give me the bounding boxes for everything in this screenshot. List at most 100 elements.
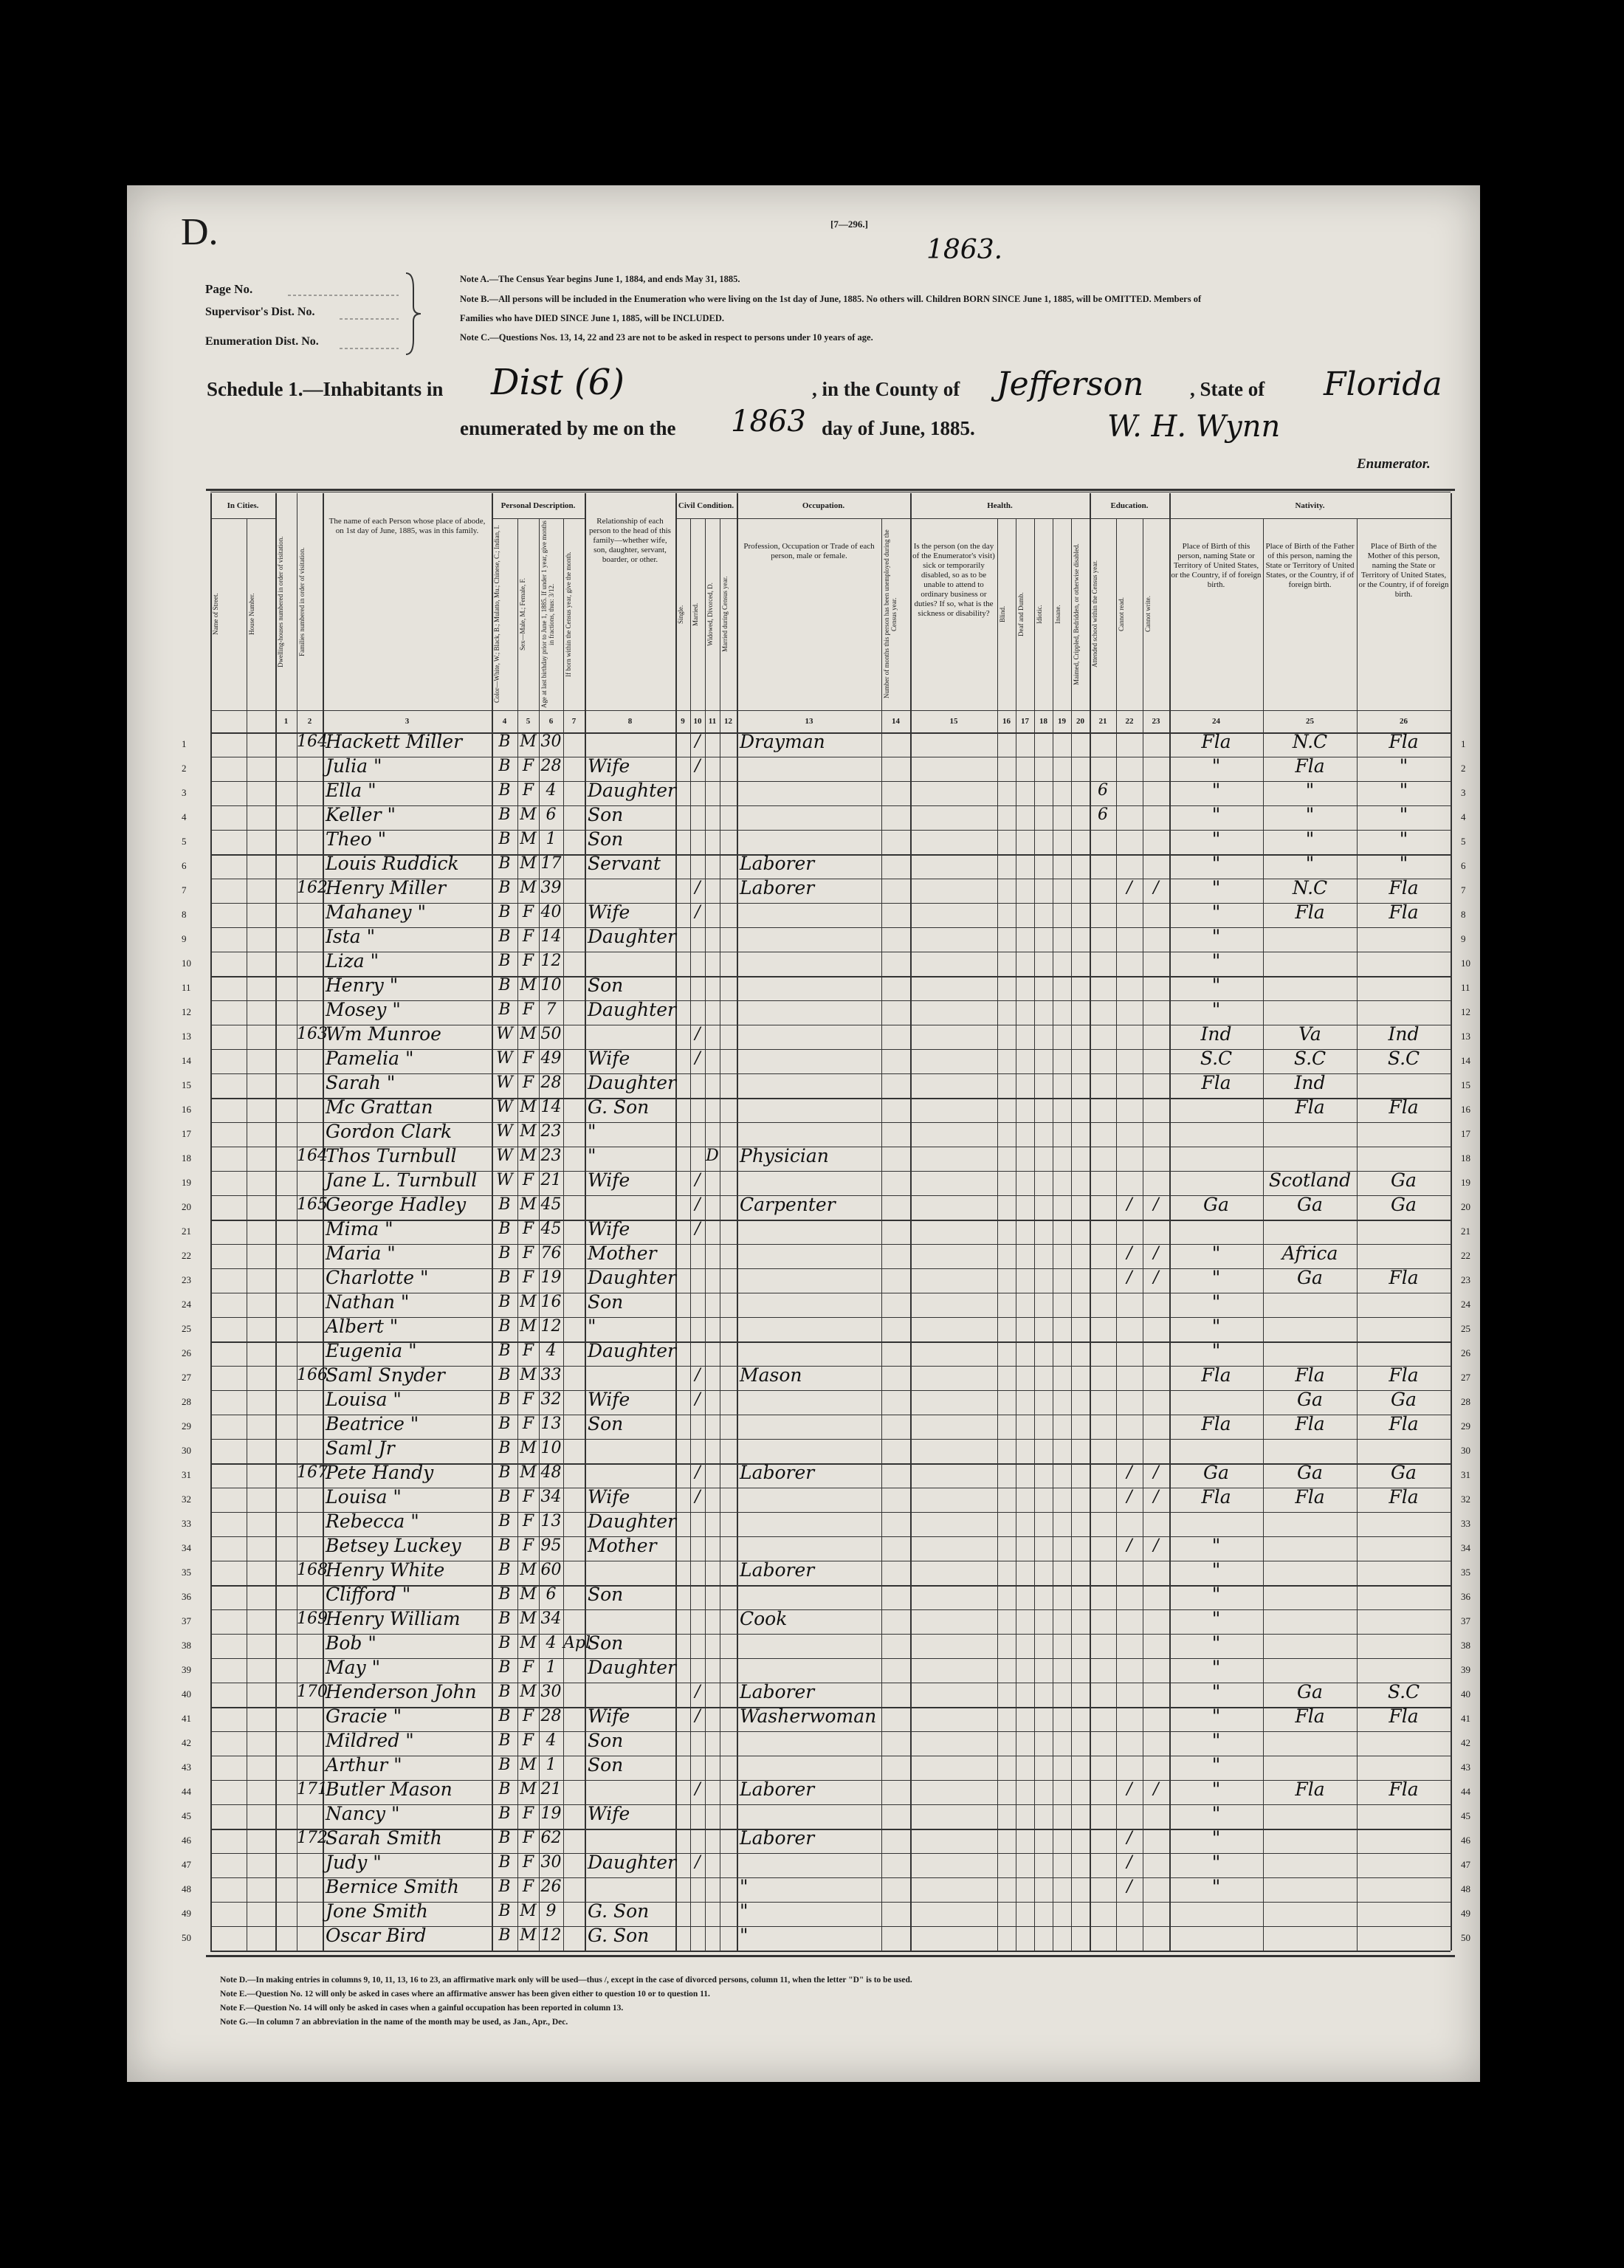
rule-line [881,518,882,1951]
cell-color: B [498,1536,511,1555]
column-header: Blind. [999,605,1006,623]
county: Jefferson [997,365,1144,403]
cell-sex: M [520,1585,537,1604]
line-number: 17 [1461,1128,1470,1139]
cell-sex: M [520,1098,537,1116]
cell-relationship: Daughter [588,926,676,947]
cell-family: 164 [297,732,328,751]
cell-married: / [695,1366,701,1384]
line-number: 23 [182,1274,191,1285]
cell-name: Pamelia " [326,1048,414,1069]
cell-sex: M [520,1756,537,1774]
line-number: 36 [1461,1591,1470,1602]
cell-name: May " [326,1657,381,1678]
rule-line [210,1585,1451,1587]
cell-cannot-write: / [1153,1536,1159,1555]
cell-relationship: Wife [588,1169,630,1191]
cell-age: 7 [546,1000,557,1019]
line-number: 14 [182,1055,191,1066]
header-note: Note C.—Questions Nos. 13, 14, 22 and 23… [460,332,873,343]
cell-father-birthplace: Fla [1295,1413,1325,1434]
cell-married: / [695,1488,701,1506]
cell-color: B [498,1804,511,1823]
cell-married: / [695,1683,701,1701]
cell-name: Julia " [326,755,382,777]
cell-sex: F [522,1049,534,1068]
cell-name: Eugenia " [326,1340,417,1361]
district: Dist (6) [491,362,625,403]
line-number: 22 [182,1250,191,1261]
column-number: 3 [405,717,410,726]
schedule-label: Schedule 1.—Inhabitants in [207,378,444,400]
cell-name: Thos Turnbull [326,1145,457,1166]
cell-occupation: Laborer [740,853,815,874]
cell-relationship: Mother [588,1243,657,1264]
cell-birthplace: " [1211,1535,1221,1556]
cell-married: / [695,1463,701,1482]
footnote: Note G.—In column 7 an abbreviation in t… [220,2018,568,2027]
cell-age: 33 [540,1366,562,1384]
line-number: 17 [182,1128,191,1139]
rule-line [210,1512,1451,1513]
cell-relationship: " [588,1145,596,1166]
cell-birthplace: " [1211,780,1221,801]
cell-color: B [498,952,511,970]
rule-line [675,493,677,1951]
line-number: 6 [1461,860,1466,871]
line-number: 23 [1461,1274,1470,1285]
cell-cannot-write: / [1153,1244,1159,1262]
cell-cannot-read: / [1126,879,1132,897]
cell-mother-birthplace: Fla [1389,1413,1419,1434]
column-number: 10 [693,717,702,726]
cell-color: B [498,1488,511,1506]
line-number: 34 [182,1542,191,1553]
cell-name: Arthur " [326,1754,402,1776]
line-number: 7 [1461,884,1466,896]
cell-sex: M [520,1561,537,1579]
line-number: 9 [1461,933,1466,944]
rule-line [210,1780,1451,1781]
cell-age: 30 [540,732,562,751]
cell-color: B [498,1317,511,1336]
cell-family: 168 [297,1561,328,1579]
line-number: 48 [1461,1883,1470,1894]
cell-color: B [498,1902,511,1920]
cell-sex: F [522,1341,534,1360]
cell-cannot-read: / [1126,1268,1132,1287]
cell-family: 172 [297,1829,328,1847]
rule-line [210,1171,1451,1172]
rule-line [737,493,738,1951]
cell-sex: F [522,1171,534,1189]
cell-family: 169 [297,1609,328,1628]
cell-occupation: Laborer [740,1827,815,1849]
cell-age: 34 [540,1488,562,1506]
cell-birthplace: " [1211,1876,1221,1897]
cell-age: 14 [540,927,562,946]
cell-relationship: Wife [588,1389,630,1410]
cell-sex: M [520,1902,537,1920]
rule-line [1090,493,1091,1951]
cell-father-birthplace: Fla [1295,901,1325,923]
line-number: 7 [182,884,187,896]
cell-name: Nancy " [326,1803,400,1824]
rule-line [1451,493,1452,1951]
line-number: 19 [182,1177,191,1188]
cell-color: B [498,903,511,921]
cell-color: B [498,805,511,824]
cell-age: 12 [540,1926,562,1945]
cell-birthplace: " [1211,1852,1221,1873]
cell-occupation: Laborer [740,1462,815,1483]
rule-line [210,1829,1451,1830]
cell-birthplace: " [1211,1705,1221,1727]
cell-occupation: Cook [740,1608,788,1629]
rule-line [910,493,912,1951]
cell-birthplace: Fla [1201,1364,1231,1386]
rule-line [210,1804,1451,1805]
cell-father-birthplace: Ind [1294,1072,1326,1093]
cell-birthplace: Ind [1200,1023,1232,1045]
cell-relationship: Wife [588,755,630,777]
cell-father-birthplace: Ga [1297,1267,1323,1288]
cell-sex: F [522,1244,534,1262]
cell-color: B [498,1268,511,1287]
column-header: Number of months this person has been un… [883,529,898,699]
